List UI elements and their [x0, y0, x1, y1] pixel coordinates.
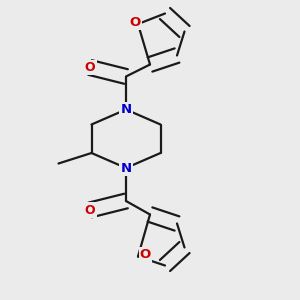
Text: O: O — [140, 248, 151, 262]
Text: O: O — [129, 16, 141, 29]
Text: O: O — [85, 61, 95, 74]
Text: N: N — [120, 161, 132, 175]
Text: N: N — [120, 103, 132, 116]
Text: O: O — [85, 203, 95, 217]
